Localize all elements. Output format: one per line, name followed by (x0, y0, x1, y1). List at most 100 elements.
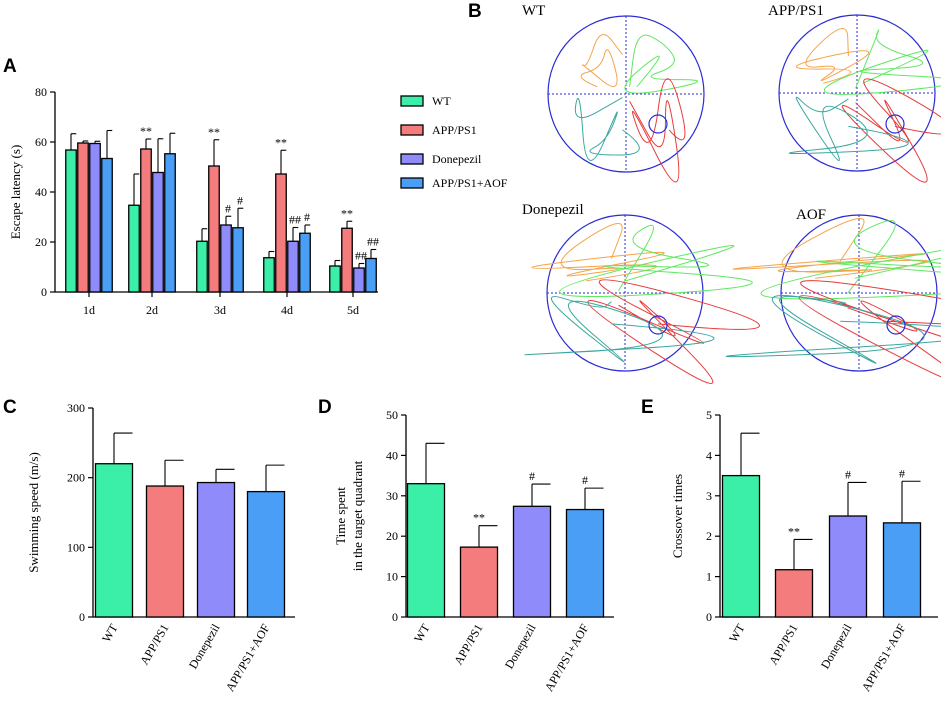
bar-wt-5d (329, 265, 341, 293)
significance-label: # (304, 210, 310, 224)
x-tick-label: Donepezil (818, 621, 855, 671)
bar-app-ps1 (774, 569, 814, 618)
x-tick-label: 5d (347, 303, 359, 317)
x-tick-label: 2d (146, 303, 158, 317)
significance-label: # (529, 469, 535, 483)
bar-wt (406, 483, 446, 618)
chart-swimming-speed: 0 100 200 300 Swimming speed (m/s) WT APP/PS1 D… (26, 401, 295, 694)
x-tick-label: Donepezil (502, 621, 539, 671)
bar-app-ps1-aof-3d (232, 227, 244, 293)
legend-label-donepezil: Donepezil (432, 152, 482, 166)
significance-label: ** (788, 524, 800, 538)
bar-donepezil-4d (287, 240, 299, 293)
platform (648, 315, 668, 335)
significance-label: ## (289, 213, 301, 227)
significance-label: # (845, 467, 851, 481)
bar-donepezil (196, 481, 236, 618)
y-tick-label: 200 (67, 471, 85, 485)
swim-trace (580, 34, 623, 88)
maze-label-donepezil: Donepezil (522, 202, 584, 218)
y-axis-label: Time spent (333, 487, 348, 545)
x-tick-label: APP/PS1+AOF (223, 621, 273, 694)
x-tick-label: WT (411, 621, 433, 645)
bar-donepezil (512, 505, 552, 618)
swim-trace (624, 34, 698, 94)
maze-2 (524, 214, 760, 384)
y-tick-label: 5 (706, 408, 712, 422)
swim-trace (629, 78, 686, 183)
swim-trace (732, 218, 929, 279)
panel-letter-c: C (3, 397, 17, 418)
y-tick-label: 30 (386, 489, 398, 503)
x-tick-label: APP/PS1 (137, 622, 171, 668)
significance-label: # (237, 193, 243, 207)
y-tick-label: 0 (79, 610, 85, 624)
y-tick-label: 0 (392, 610, 398, 624)
x-tick-label: 3d (214, 303, 226, 317)
bar-app-ps1-aof (882, 522, 922, 618)
swim-trace (531, 223, 665, 282)
bar-app-ps1-aof (565, 508, 605, 618)
swim-trace (788, 96, 909, 161)
bar-wt-4d (263, 257, 275, 293)
significance-label: # (899, 466, 905, 480)
y-tick-label: 40 (35, 185, 47, 199)
y-tick-label: 50 (386, 408, 398, 422)
x-tick-label: WT (99, 621, 121, 645)
significance-label: ## (367, 235, 379, 249)
legend-label-app-ps1-aof: APP/PS1+AOF (432, 176, 508, 190)
x-tick-label: APP/PS1 (451, 622, 485, 668)
x-tick-label: APP/PS1 (766, 622, 800, 668)
significance-label: ** (140, 124, 152, 138)
swim-trace (574, 97, 640, 161)
bar-wt-1d (65, 149, 77, 293)
maze-label-app-ps1: APP/PS1 (768, 3, 824, 19)
bar-app-ps1-aof-5d (365, 257, 377, 293)
panel-letter-b: B (468, 1, 482, 22)
bar-app-ps1-4d (275, 173, 287, 293)
chart-time-target-quadrant: 0 10 20 30 40 50 Time spent in the target quadr… (333, 408, 614, 694)
swim-trace (798, 280, 941, 378)
panel-letter-e: E (641, 397, 654, 418)
bar-donepezil-5d (353, 267, 365, 293)
bar-wt-3d (196, 240, 208, 293)
y-tick-label: 20 (386, 529, 398, 543)
bar-app-ps1 (145, 485, 185, 618)
swim-trace (795, 28, 870, 84)
bar-app-ps1-aof (246, 490, 286, 618)
y-axis-label: Swimming speed (m/s) (26, 452, 41, 573)
panel-letter-a: A (3, 56, 17, 77)
y-tick-label: 4 (706, 448, 712, 462)
significance-label: ** (208, 125, 220, 139)
legend-swatch-app-ps1-aof (400, 177, 424, 189)
legend-swatch-app-ps1 (400, 124, 424, 136)
bar-app-ps1-1d (77, 142, 89, 293)
maze-1 (778, 14, 941, 183)
y-tick-label: 1 (706, 570, 712, 584)
significance-label: # (225, 201, 231, 215)
x-tick-label: 1d (83, 303, 95, 317)
maze-label-aof: AOF (796, 207, 826, 223)
legend: WT APP/PS1 Donepezil APP/PS1+AOF (400, 94, 508, 190)
panel-letter-d: D (318, 397, 332, 418)
x-tick-label: APP/PS1+AOF (859, 621, 909, 694)
bar-donepezil-1d (89, 142, 101, 293)
bar-app-ps1-aof-1d (101, 157, 113, 293)
bar-app-ps1-3d (208, 165, 220, 293)
platform (885, 114, 905, 134)
bar-donepezil-3d (220, 224, 232, 293)
y-tick-label: 80 (35, 85, 47, 99)
chart-escape-latency: 0 20 40 60 80 Escape latency (s) 1d 2d 3d 4d 5d **… (8, 85, 508, 317)
swim-trace (841, 78, 941, 183)
y-tick-label: 20 (35, 235, 47, 249)
significance-label: # (582, 473, 588, 487)
y-tick-label: 2 (706, 529, 712, 543)
swim-trace (725, 295, 941, 364)
chart-crossover-times: 0 1 2 3 4 5 Crossover times WT ** APP/PS1 # Donepez… (670, 408, 938, 694)
y-axis-label: in the target quadrant (350, 460, 365, 571)
y-tick-label: 300 (67, 401, 85, 415)
bar-app-ps1-aof-2d (164, 153, 176, 293)
maze-tracks: WT APP/PS1 Donepezil AOF (522, 3, 941, 384)
swim-trace (823, 29, 941, 95)
bar-app-ps1-aof-4d (299, 232, 311, 293)
